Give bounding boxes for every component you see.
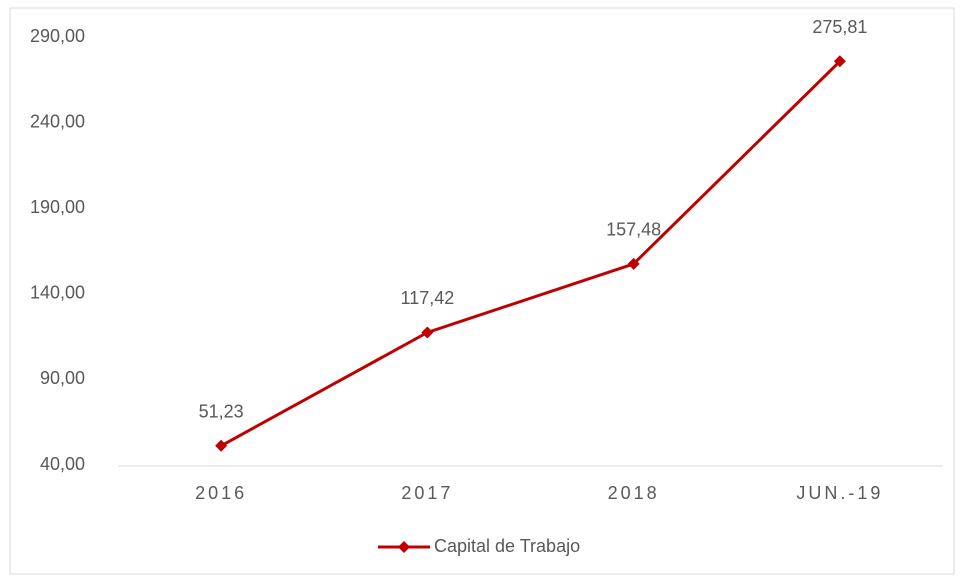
- legend-marker: [398, 541, 410, 553]
- marker: [421, 326, 434, 339]
- x-tick-label: JUN.-19: [796, 483, 883, 503]
- marker: [627, 257, 640, 270]
- marker: [215, 439, 228, 452]
- data-label: 51,23: [199, 402, 244, 422]
- y-tick-label: 90,00: [40, 368, 85, 388]
- data-label: 275,81: [812, 17, 867, 37]
- y-tick-label: 290,00: [30, 26, 85, 46]
- x-tick-label: 2016: [195, 483, 247, 503]
- x-tick-label: 2018: [608, 483, 660, 503]
- data-label: 157,48: [606, 220, 661, 240]
- y-tick-label: 140,00: [30, 283, 85, 303]
- legend-label: Capital de Trabajo: [434, 536, 580, 556]
- y-tick-label: 240,00: [30, 111, 85, 131]
- line: [220, 60, 841, 448]
- y-tick-label: 40,00: [40, 454, 85, 474]
- y-tick-label: 190,00: [30, 197, 85, 217]
- marker: [833, 55, 846, 68]
- x-tick-label: 2017: [401, 483, 453, 503]
- data-label: 117,42: [401, 288, 455, 308]
